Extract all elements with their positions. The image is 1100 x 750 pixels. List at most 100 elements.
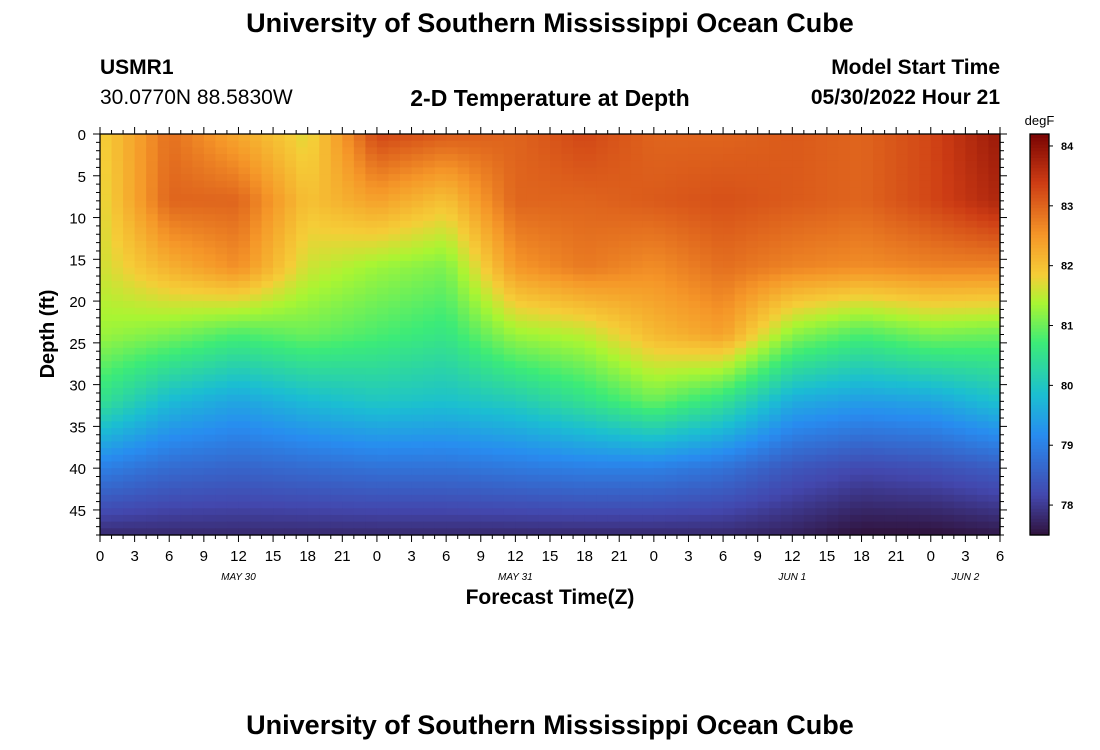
x-tick-label: 0 bbox=[927, 548, 935, 565]
heatmap-cell bbox=[746, 414, 759, 422]
heatmap-cell bbox=[976, 468, 990, 476]
heatmap-cell bbox=[884, 260, 897, 269]
heatmap-cell bbox=[919, 387, 932, 396]
heatmap-cell bbox=[884, 147, 897, 155]
heatmap-cell bbox=[515, 434, 528, 443]
heatmap-cell bbox=[711, 428, 724, 436]
heatmap-cell bbox=[226, 167, 240, 175]
heatmap-cell bbox=[526, 434, 540, 443]
heatmap-cell bbox=[584, 474, 597, 483]
heatmap-cell bbox=[169, 454, 182, 463]
heatmap-cell bbox=[861, 481, 874, 489]
heatmap-cell bbox=[746, 481, 759, 489]
heatmap-cell bbox=[123, 501, 136, 509]
heatmap-cell bbox=[757, 428, 770, 436]
heatmap-cell bbox=[965, 508, 978, 516]
heatmap-cell bbox=[192, 528, 205, 536]
heatmap-cell bbox=[953, 494, 966, 503]
heatmap-cell bbox=[826, 434, 840, 443]
heatmap-cell bbox=[607, 247, 620, 255]
heatmap-cell bbox=[630, 147, 643, 155]
heatmap-cell bbox=[976, 214, 990, 222]
heatmap-cell bbox=[353, 147, 366, 155]
heatmap-cell bbox=[273, 301, 286, 309]
heatmap-cell bbox=[873, 314, 886, 322]
heatmap-cell bbox=[838, 448, 851, 456]
heatmap-cell bbox=[492, 488, 505, 496]
heatmap-cell bbox=[423, 347, 436, 356]
heatmap-cell bbox=[953, 461, 966, 469]
heatmap-cell bbox=[400, 508, 413, 516]
heatmap-cell bbox=[907, 174, 920, 182]
heatmap-cell bbox=[515, 200, 528, 209]
heatmap-cell bbox=[803, 227, 816, 235]
heatmap-cell bbox=[261, 301, 274, 309]
heatmap-cell bbox=[838, 247, 851, 255]
heatmap-cell bbox=[376, 167, 390, 175]
heatmap-cell bbox=[284, 294, 297, 302]
heatmap-cell bbox=[434, 341, 447, 349]
heatmap-cell bbox=[203, 428, 216, 436]
heatmap-cell bbox=[434, 301, 447, 309]
heatmap-cell bbox=[873, 387, 886, 396]
heatmap-cell bbox=[573, 301, 586, 309]
heatmap-cell bbox=[792, 374, 805, 382]
heatmap-cell bbox=[111, 401, 124, 409]
heatmap-cell bbox=[850, 254, 863, 262]
heatmap-cell bbox=[503, 514, 516, 523]
heatmap-cell bbox=[630, 214, 643, 222]
heatmap-cell bbox=[700, 234, 713, 242]
heatmap-cell bbox=[965, 428, 978, 436]
heatmap-cell bbox=[826, 167, 840, 175]
heatmap-cell bbox=[330, 174, 343, 182]
heatmap-cell bbox=[550, 381, 563, 389]
heatmap-cell bbox=[988, 214, 1001, 222]
heatmap-cell bbox=[480, 260, 493, 269]
heatmap-cell bbox=[376, 454, 390, 463]
heatmap-cell bbox=[584, 301, 597, 309]
heatmap-cell bbox=[757, 387, 770, 396]
heatmap-cell bbox=[896, 174, 909, 182]
heatmap-cell bbox=[238, 461, 251, 469]
heatmap-cell bbox=[688, 260, 701, 269]
heatmap-cell bbox=[123, 461, 136, 469]
heatmap-cell bbox=[203, 240, 216, 249]
heatmap-cell bbox=[596, 528, 609, 536]
heatmap-cell bbox=[215, 381, 228, 389]
heatmap-cell bbox=[100, 361, 113, 369]
heatmap-cell bbox=[365, 347, 378, 356]
heatmap-cell bbox=[261, 501, 274, 509]
heatmap-cell bbox=[457, 514, 470, 523]
heatmap-cell bbox=[411, 274, 424, 282]
heatmap-cell bbox=[423, 287, 436, 295]
heatmap-cell bbox=[203, 508, 216, 516]
heatmap-cell bbox=[953, 281, 966, 289]
heatmap-cell bbox=[953, 367, 966, 376]
heatmap-cell bbox=[273, 408, 286, 416]
heatmap-cell bbox=[619, 347, 632, 356]
heatmap-cell bbox=[734, 160, 747, 169]
heatmap-cell bbox=[469, 260, 482, 269]
heatmap-cell bbox=[930, 307, 943, 316]
heatmap-cell bbox=[803, 167, 816, 175]
heatmap-cell bbox=[319, 334, 332, 342]
heatmap-cell bbox=[123, 314, 136, 322]
heatmap-cell bbox=[688, 247, 701, 255]
heatmap-cell bbox=[423, 494, 436, 503]
heatmap-cell bbox=[757, 448, 770, 456]
heatmap-cell bbox=[492, 234, 505, 242]
heatmap-cell bbox=[388, 134, 401, 142]
heatmap-cell bbox=[169, 294, 182, 302]
heatmap-cell bbox=[550, 441, 563, 449]
heatmap-cell bbox=[550, 421, 563, 429]
heatmap-cell bbox=[723, 441, 736, 449]
heatmap-cell bbox=[111, 468, 124, 476]
heatmap-cell bbox=[873, 421, 886, 429]
heatmap-cell bbox=[307, 281, 320, 289]
heatmap-cell bbox=[815, 227, 828, 235]
heatmap-cell bbox=[815, 314, 828, 322]
heatmap-cell bbox=[538, 260, 551, 269]
heatmap-cell bbox=[619, 428, 632, 436]
heatmap-cell bbox=[319, 528, 332, 536]
heatmap-cell bbox=[630, 381, 643, 389]
